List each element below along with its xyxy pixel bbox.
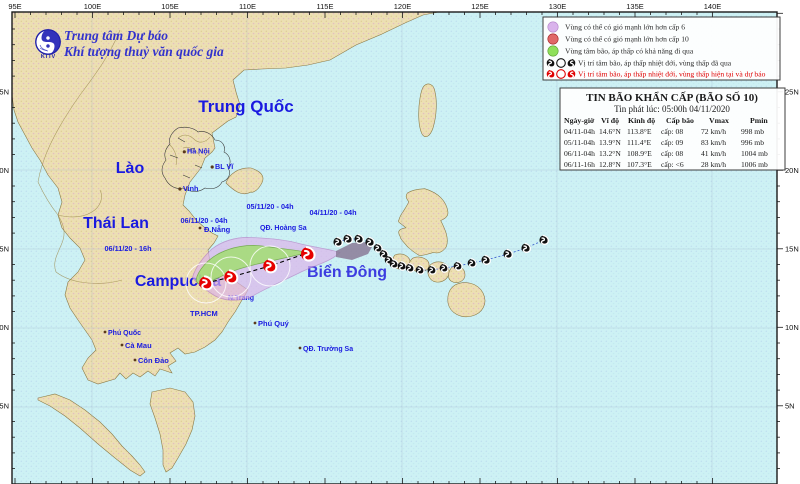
svg-text:1006 mb: 1006 mb bbox=[741, 160, 768, 169]
svg-text:140E: 140E bbox=[704, 2, 722, 11]
svg-text:QĐ. Hoàng Sa: QĐ. Hoàng Sa bbox=[260, 225, 307, 232]
svg-text:Biển Đông: Biển Đông bbox=[307, 263, 387, 281]
svg-text:Vùng có thể có gió mạnh lớn hơ: Vùng có thể có gió mạnh lớn hơn cấp 6 bbox=[565, 23, 685, 32]
svg-text:Ngày-giờ: Ngày-giờ bbox=[564, 116, 595, 125]
svg-text:1004 mb: 1004 mb bbox=[741, 149, 768, 158]
svg-text:TP.HCM: TP.HCM bbox=[190, 309, 218, 318]
svg-text:BL Vĩ: BL Vĩ bbox=[215, 162, 234, 171]
svg-text:Vùng có thể có gió mạnh lớn hơ: Vùng có thể có gió mạnh lớn hơn cấp 10 bbox=[565, 35, 689, 44]
svg-text:72 km/h: 72 km/h bbox=[701, 127, 726, 136]
svg-text:14.6°N: 14.6°N bbox=[599, 127, 621, 136]
svg-text:5N: 5N bbox=[0, 401, 9, 410]
svg-text:cấp: <6: cấp: <6 bbox=[661, 160, 684, 169]
svg-text:Đ.Nẵng: Đ.Nẵng bbox=[204, 225, 231, 234]
svg-text:04/11/20 - 04h: 04/11/20 - 04h bbox=[309, 208, 356, 217]
svg-text:5N: 5N bbox=[785, 401, 795, 410]
svg-text:Vinh: Vinh bbox=[183, 184, 198, 193]
svg-text:06/11/20 - 16h: 06/11/20 - 16h bbox=[104, 244, 151, 253]
svg-text:20N: 20N bbox=[785, 166, 799, 175]
svg-text:KTTV: KTTV bbox=[41, 54, 56, 60]
svg-text:108.9°E: 108.9°E bbox=[627, 149, 652, 158]
svg-text:Vĩ độ: Vĩ độ bbox=[601, 116, 619, 125]
svg-text:Côn Đảo: Côn Đảo bbox=[138, 356, 169, 365]
svg-text:998 mb: 998 mb bbox=[741, 127, 764, 136]
svg-text:41 km/h: 41 km/h bbox=[701, 149, 726, 158]
svg-text:20N: 20N bbox=[0, 166, 9, 175]
svg-text:15N: 15N bbox=[0, 244, 9, 253]
svg-text:Cấp bão: Cấp bão bbox=[666, 116, 694, 125]
svg-text:cấp: 09: cấp: 09 bbox=[661, 138, 683, 147]
svg-text:95E: 95E bbox=[8, 2, 21, 11]
svg-text:06/11-04h: 06/11-04h bbox=[564, 149, 595, 158]
svg-text:05/11-04h: 05/11-04h bbox=[564, 138, 595, 147]
svg-text:cấp: 08: cấp: 08 bbox=[661, 127, 683, 136]
svg-text:Vị trí tâm bão, áp thấp nhiệt: Vị trí tâm bão, áp thấp nhiệt đới, vùng … bbox=[578, 59, 732, 68]
svg-text:113.8°E: 113.8°E bbox=[627, 127, 652, 136]
svg-text:13.9°N: 13.9°N bbox=[599, 138, 621, 147]
svg-text:Vmax: Vmax bbox=[709, 116, 729, 125]
svg-text:12.8°N: 12.8°N bbox=[599, 160, 621, 169]
svg-text:15N: 15N bbox=[785, 244, 799, 253]
svg-text:28 km/h: 28 km/h bbox=[701, 160, 726, 169]
svg-text:Lào: Lào bbox=[116, 160, 145, 177]
svg-text:115E: 115E bbox=[317, 2, 334, 11]
svg-text:Cà Mau: Cà Mau bbox=[125, 341, 152, 350]
svg-text:10N: 10N bbox=[0, 323, 9, 332]
svg-text:25N: 25N bbox=[0, 87, 9, 96]
svg-text:996 mb: 996 mb bbox=[741, 138, 764, 147]
svg-text:Tin phát lúc: 05:00h 04/11/202: Tin phát lúc: 05:00h 04/11/2020 bbox=[614, 104, 730, 114]
svg-text:06/11-16h: 06/11-16h bbox=[564, 160, 595, 169]
svg-text:Pmin: Pmin bbox=[750, 116, 768, 125]
svg-text:Phú Quý: Phú Quý bbox=[258, 319, 290, 328]
svg-text:06/11/20 - 04h: 06/11/20 - 04h bbox=[180, 216, 227, 225]
svg-text:25N: 25N bbox=[785, 87, 799, 96]
svg-text:Phú Quốc: Phú Quốc bbox=[108, 329, 141, 337]
svg-text:TIN BÃO KHẨN CẤP (BÃO SỐ 10): TIN BÃO KHẨN CẤP (BÃO SỐ 10) bbox=[586, 91, 758, 104]
svg-text:120E: 120E bbox=[394, 2, 412, 11]
svg-text:Vùng tâm bão, áp thấp có khả n: Vùng tâm bão, áp thấp có khả năng đi qua bbox=[565, 47, 694, 56]
svg-text:107.3°E: 107.3°E bbox=[627, 160, 652, 169]
svg-text:Kinh độ: Kinh độ bbox=[628, 116, 655, 125]
svg-text:Trung tâm Dự báo: Trung tâm Dự báo bbox=[64, 28, 168, 43]
svg-text:Vị trí tâm bão, áp thấp nhiệt: Vị trí tâm bão, áp thấp nhiệt đới, vùng … bbox=[578, 70, 766, 79]
svg-text:110E: 110E bbox=[239, 2, 256, 11]
svg-text:Hà Nội: Hà Nội bbox=[187, 147, 210, 156]
svg-text:13.2°N: 13.2°N bbox=[599, 149, 621, 158]
svg-text:05/11/20 - 04h: 05/11/20 - 04h bbox=[246, 202, 293, 211]
svg-text:100E: 100E bbox=[84, 2, 102, 11]
svg-text:04/11-04h: 04/11-04h bbox=[564, 127, 595, 136]
svg-text:Thái Lan: Thái Lan bbox=[83, 215, 149, 232]
svg-text:125E: 125E bbox=[471, 2, 489, 11]
svg-text:Trung Quốc: Trung Quốc bbox=[198, 97, 293, 116]
svg-text:130E: 130E bbox=[549, 2, 567, 11]
svg-text:10N: 10N bbox=[785, 323, 799, 332]
svg-text:Khí tượng thuỷ văn quốc gia: Khí tượng thuỷ văn quốc gia bbox=[63, 44, 224, 59]
svg-text:111.4°E: 111.4°E bbox=[627, 138, 652, 147]
svg-text:cấp: 08: cấp: 08 bbox=[661, 149, 683, 158]
svg-text:105E: 105E bbox=[161, 2, 179, 11]
svg-text:QĐ. Trường Sa: QĐ. Trường Sa bbox=[303, 346, 353, 353]
svg-text:83 km/h: 83 km/h bbox=[701, 138, 726, 147]
svg-text:135E: 135E bbox=[626, 2, 644, 11]
